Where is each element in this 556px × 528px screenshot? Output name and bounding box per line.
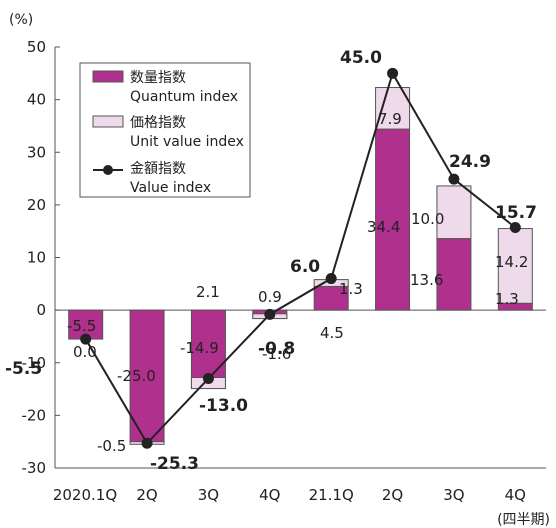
unit-value-bar	[497, 228, 533, 304]
value-index-data-label: -13.0	[199, 396, 248, 416]
x-tick-label: 21.1Q	[309, 486, 354, 504]
quantum-bar	[375, 128, 411, 311]
unit-value-data-label: 2.1	[196, 283, 220, 301]
y-unit-label: (%)	[9, 12, 33, 28]
value-index-point	[448, 173, 460, 185]
quantum-data-label: -25.0	[117, 367, 156, 385]
unit-value-data-label: -0.5	[97, 437, 126, 455]
value-index-point	[509, 222, 521, 234]
unit-value-bar	[436, 185, 472, 240]
y-tick-label: 50	[27, 38, 46, 56]
legend-label-value-en: Value index	[130, 180, 211, 196]
unit-value-data-label: 14.2	[495, 253, 528, 271]
quantum-data-label: -14.9	[180, 339, 219, 357]
value-index-point	[387, 67, 399, 79]
x-tick-label: 2Q	[382, 486, 403, 504]
y-tick-label: -10	[22, 354, 47, 372]
value-index-point	[141, 437, 153, 449]
quantum-data-label: 1.3	[495, 290, 519, 308]
y-tick-label: 20	[27, 196, 46, 214]
quantum-data-label: 34.4	[367, 218, 400, 236]
quantum-data-label: -1.6	[262, 345, 291, 363]
legend-label-value-jp: 金額指数	[130, 161, 186, 177]
quantum-data-label: -5.5	[67, 317, 96, 335]
legend-label-unit-value-en: Unit value index	[130, 134, 244, 150]
unit-value-data-label: 1.3	[339, 280, 363, 298]
legend-label-quantum-en: Quantum index	[130, 89, 238, 105]
legend-label-unit-value-jp: 価格指数	[130, 115, 186, 131]
legend-swatch-unit-value	[92, 115, 124, 128]
x-tick-label: 3Q	[443, 486, 464, 504]
y-tick-label: -30	[22, 459, 47, 477]
value-index-data-label: 45.0	[340, 48, 382, 68]
y-tick-label: 40	[27, 91, 46, 109]
value-index-data-label: -0.8	[258, 339, 295, 359]
quantum-data-label: 4.5	[320, 324, 344, 342]
y-tick-label: 0	[36, 301, 46, 319]
value-index-data-label: 24.9	[449, 152, 491, 172]
y-tick-label: -20	[22, 406, 47, 424]
value-index-point	[325, 273, 337, 285]
x-tick-label: 4Q	[259, 486, 280, 504]
x-tick-label: 2Q	[136, 486, 157, 504]
value-index-point	[202, 373, 214, 385]
value-index-line	[84, 70, 516, 445]
unit-value-data-label: 0.0	[73, 343, 97, 361]
y-tick-label: 30	[27, 143, 46, 161]
value-index-data-label: 6.0	[290, 257, 320, 277]
quantum-bar	[129, 309, 165, 443]
x-tick-label: 2020.1Q	[53, 486, 117, 504]
value-index-data-label: -25.3	[150, 454, 199, 474]
legend-label-quantum-jp: 数量指数	[130, 70, 186, 86]
legend-swatch-value-marker	[103, 165, 113, 175]
x-unit-label: (四半期)	[497, 512, 550, 528]
unit-value-data-label: 0.9	[258, 288, 282, 306]
y-tick-label: 10	[27, 249, 46, 267]
unit-value-data-label: 7.9	[378, 110, 402, 128]
unit-value-data-label: 10.0	[411, 210, 444, 228]
value-index-data-label: -5.5	[5, 359, 42, 379]
x-tick-label: 3Q	[198, 486, 219, 504]
value-index-point	[80, 333, 92, 345]
x-tick-label: 4Q	[505, 486, 526, 504]
legend-swatch-quantum	[92, 70, 124, 83]
value-index-point	[264, 308, 276, 320]
quantum-data-label: 13.6	[410, 271, 443, 289]
value-index-data-label: 15.7	[495, 203, 537, 223]
